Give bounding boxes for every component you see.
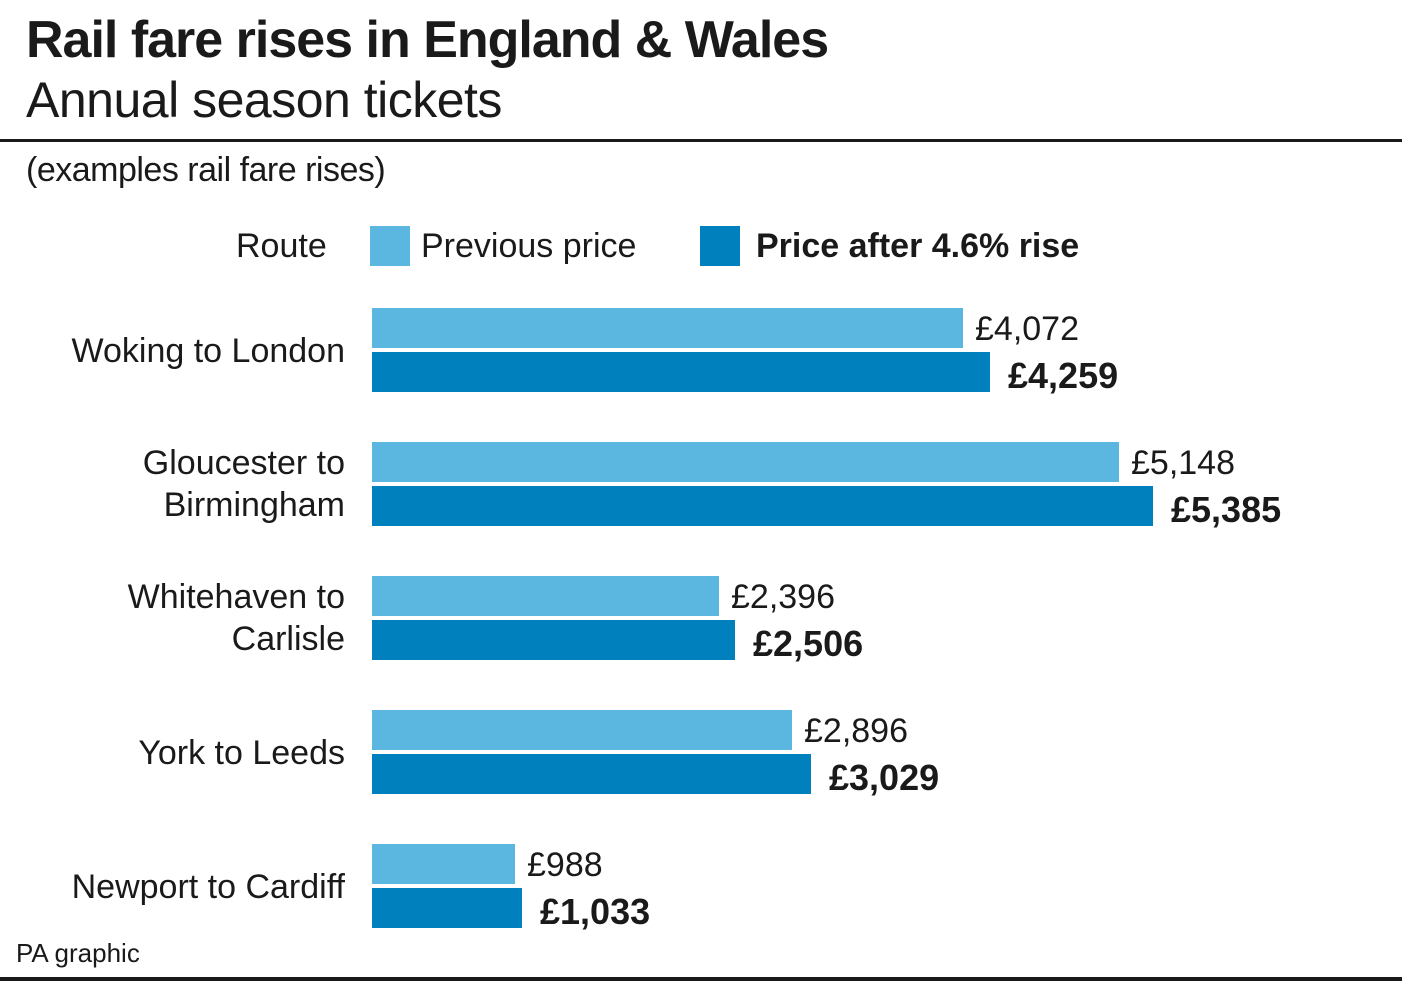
bar-previous [372,308,963,348]
legend-previous-label: Previous price [421,227,637,265]
bar-previous [372,844,515,884]
value-label-previous: £2,396 [731,578,835,616]
value-label-previous: £2,896 [804,712,908,750]
chart-note: (examples rail fare rises) [26,151,386,189]
value-label-after: £4,259 [1008,355,1118,396]
bar-previous [372,442,1119,482]
bar-after [372,888,522,928]
top-divider [0,139,1402,142]
value-label-after: £1,033 [540,891,650,932]
chart-subtitle: Annual season tickets [26,72,502,128]
bar-after [372,486,1153,526]
value-label-previous: £5,148 [1131,444,1235,482]
legend-after-label: Price after 4.6% rise [756,227,1080,265]
value-label-after: £2,506 [753,623,863,664]
bar-after [372,754,811,794]
value-label-previous: £988 [527,846,603,884]
chart-title: Rail fare rises in England & Wales [26,11,829,69]
value-label-previous: £4,072 [975,310,1079,348]
bar-previous [372,576,719,616]
category-label: Gloucester to Birmingham [143,444,345,524]
bar-after [372,352,990,392]
bar-after [372,620,735,660]
bottom-divider [0,977,1402,981]
legend-route-label: Route [236,227,327,265]
value-label-after: £3,029 [829,757,939,798]
category-label: Newport to Cardiff [72,868,346,906]
source-credit: PA graphic [16,938,140,968]
category-label: Woking to London [72,332,345,370]
category-label: York to Leeds [138,734,345,772]
value-label-after: £5,385 [1171,489,1281,530]
bar-previous [372,710,792,750]
legend-after-swatch [700,226,740,266]
category-label: Whitehaven to Carlisle [128,578,345,658]
legend-previous-swatch [370,226,410,266]
